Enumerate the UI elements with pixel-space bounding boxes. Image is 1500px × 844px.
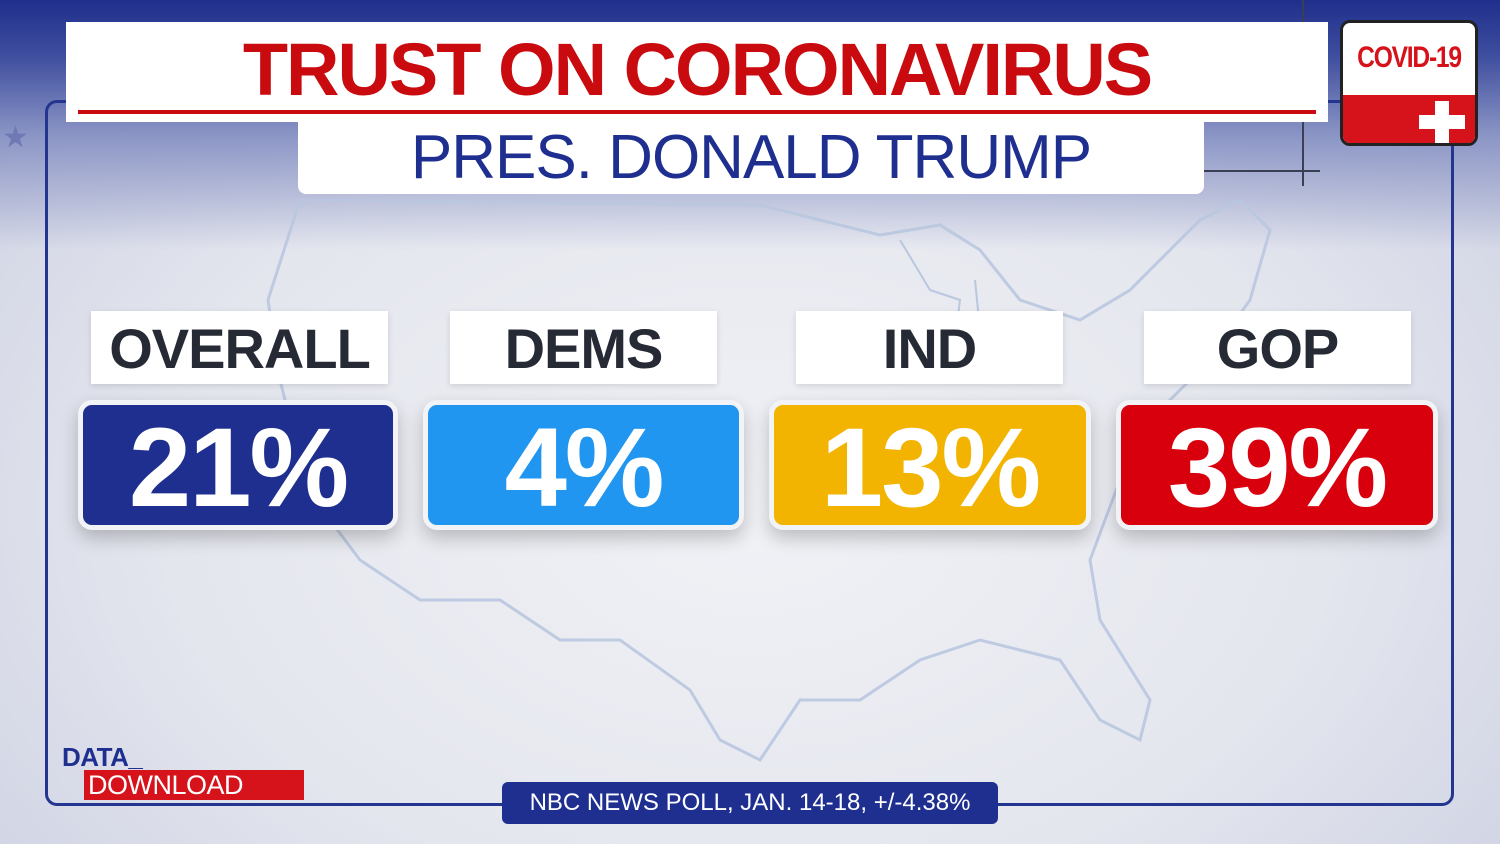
category-label: IND bbox=[882, 317, 977, 380]
star-icon: ★ bbox=[2, 121, 29, 154]
value-label: 39% bbox=[1167, 405, 1388, 530]
subtitle-banner: PRES. DONALD TRUMP bbox=[298, 122, 1204, 194]
value-box-ind: 13% bbox=[769, 400, 1091, 530]
chart-subtitle: PRES. DONALD TRUMP bbox=[410, 123, 1092, 192]
value-label: 13% bbox=[820, 405, 1041, 530]
value-box-dems: 4% bbox=[423, 400, 744, 530]
value-label: 4% bbox=[504, 405, 665, 530]
covid-badge: COVID-19 bbox=[1340, 20, 1478, 146]
grid-line bbox=[1200, 170, 1320, 172]
title-underline bbox=[78, 110, 1316, 114]
covid-badge-label: COVID-19 bbox=[1357, 41, 1462, 74]
category-label-box-ind: IND bbox=[796, 311, 1063, 384]
category-label-box-gop: GOP bbox=[1144, 311, 1411, 384]
source-banner: NBC NEWS POLL, JAN. 14-18, +/-4.38% bbox=[502, 782, 998, 824]
category-label-box-overall: OVERALL bbox=[91, 311, 388, 384]
category-label: DEMS bbox=[504, 317, 664, 380]
value-box-gop: 39% bbox=[1116, 400, 1438, 530]
logo-download-box: DOWNLOAD bbox=[84, 770, 304, 800]
category-label: GOP bbox=[1216, 317, 1339, 380]
source-text: NBC NEWS POLL, JAN. 14-18, +/-4.38% bbox=[529, 789, 971, 816]
chart-title: TRUST ON CORONAVIRUS bbox=[242, 28, 1153, 111]
category-label: OVERALL bbox=[109, 317, 371, 380]
title-banner: TRUST ON CORONAVIRUS bbox=[66, 22, 1328, 122]
value-label: 21% bbox=[128, 405, 349, 530]
red-cross-icon-vertical bbox=[1435, 101, 1449, 143]
value-box-overall: 21% bbox=[78, 400, 398, 530]
logo-data-text: DATA_ bbox=[62, 742, 143, 772]
category-label-box-dems: DEMS bbox=[450, 311, 717, 384]
logo-download-text: DOWNLOAD bbox=[88, 770, 244, 800]
